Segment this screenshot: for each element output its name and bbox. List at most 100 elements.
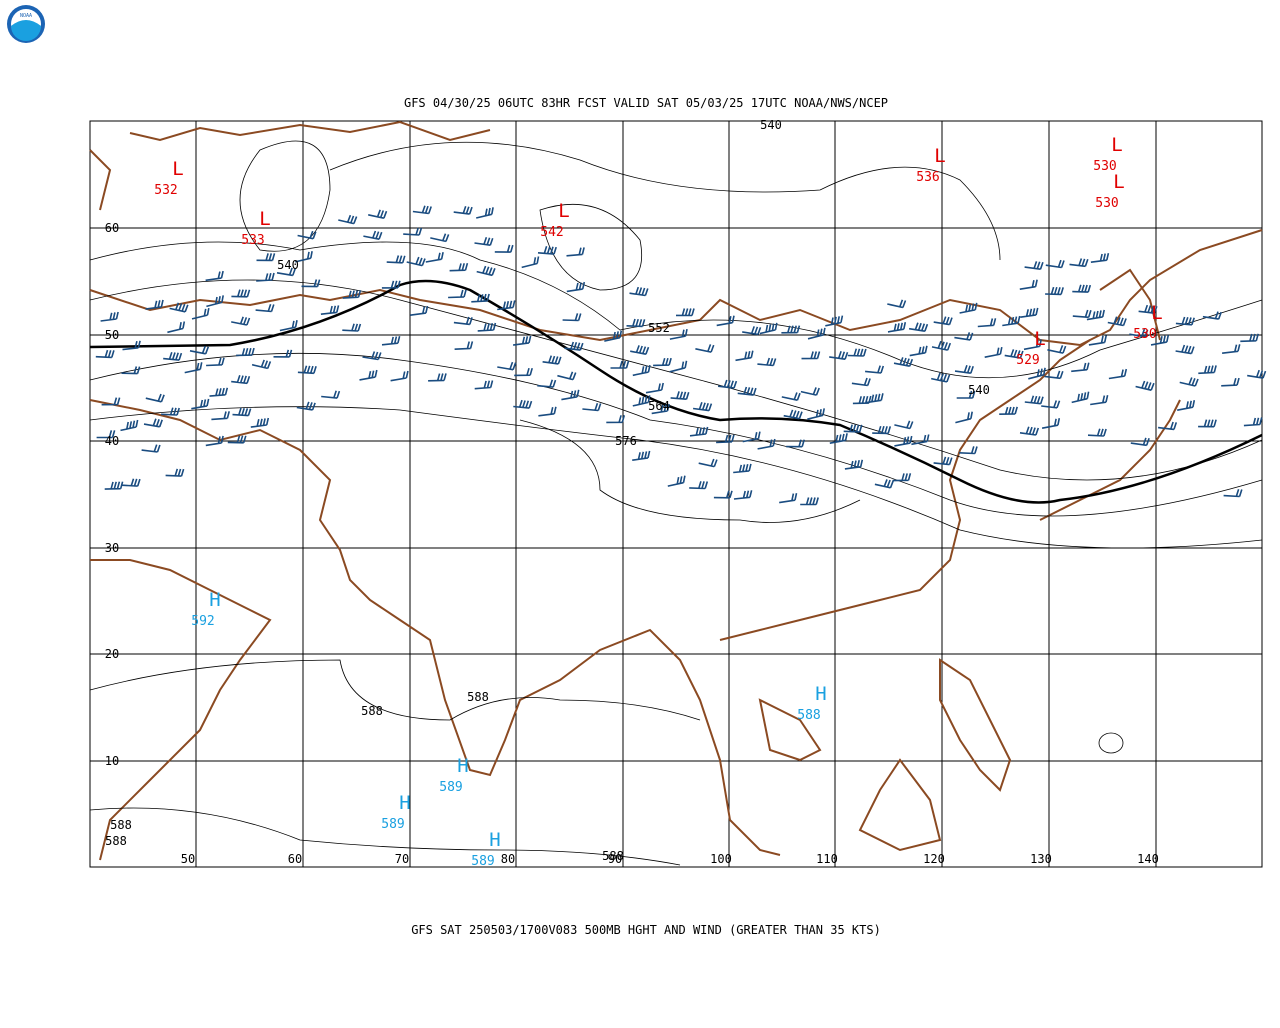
wind-barb bbox=[667, 475, 686, 487]
wind-barb bbox=[742, 326, 762, 336]
coastlines bbox=[89, 120, 1263, 861]
center-value: 536 bbox=[916, 170, 939, 185]
wind-barb bbox=[512, 335, 532, 346]
wind-barb bbox=[1177, 400, 1196, 411]
wind-barb bbox=[1072, 284, 1092, 293]
center-value: 542 bbox=[540, 225, 563, 240]
wind-barb bbox=[514, 367, 533, 377]
wind-barb bbox=[606, 415, 626, 424]
wind-barb bbox=[1071, 362, 1090, 373]
wind-barb bbox=[513, 399, 533, 409]
wind-barb bbox=[716, 434, 735, 444]
wind-barb bbox=[231, 289, 251, 298]
wind-barb bbox=[733, 463, 752, 474]
wind-barb bbox=[145, 393, 165, 403]
wind-barb bbox=[1221, 377, 1240, 387]
wind-barb bbox=[909, 345, 928, 357]
wind-barb bbox=[561, 389, 580, 401]
wind-barb bbox=[538, 406, 557, 417]
wind-barb bbox=[104, 481, 124, 490]
wind-barb bbox=[865, 365, 885, 374]
wind-barb bbox=[101, 397, 121, 406]
wind-barb bbox=[454, 341, 474, 350]
wind-barb bbox=[1023, 339, 1042, 351]
wind-barb bbox=[1202, 311, 1222, 320]
wind-barb bbox=[604, 330, 623, 342]
wind-barb bbox=[675, 308, 695, 317]
center-value: 530 bbox=[1133, 327, 1156, 342]
wind-barb bbox=[954, 365, 974, 374]
wind-barb bbox=[692, 402, 713, 412]
center-symbol: L bbox=[172, 158, 183, 180]
wind-barb bbox=[474, 380, 494, 390]
wind-barb bbox=[1044, 370, 1064, 380]
wind-barb bbox=[453, 316, 473, 326]
wind-barb bbox=[670, 391, 690, 400]
wind-barb bbox=[1129, 328, 1149, 338]
wind-barb bbox=[582, 402, 602, 412]
wind-barb bbox=[713, 490, 733, 499]
wind-barb bbox=[632, 395, 651, 407]
wind-barb bbox=[689, 481, 709, 490]
wind-barb bbox=[843, 424, 863, 433]
wind-barb bbox=[610, 360, 630, 369]
wind-barb bbox=[191, 398, 210, 410]
center-value: 530 bbox=[1093, 159, 1116, 174]
center-value: 529 bbox=[1016, 353, 1039, 368]
wind-barb bbox=[781, 325, 801, 334]
height-contour-5640 bbox=[89, 279, 1263, 504]
wind-barb bbox=[338, 214, 358, 225]
wind-barb bbox=[279, 320, 298, 332]
center-symbol: L bbox=[1111, 134, 1122, 156]
grid bbox=[89, 120, 1263, 868]
wind-barb bbox=[801, 351, 821, 360]
wind-barb bbox=[800, 497, 819, 506]
longitude-label: 110 bbox=[816, 852, 838, 866]
wind-barb bbox=[363, 230, 383, 240]
wind-barb bbox=[1087, 428, 1107, 437]
wind-barb bbox=[629, 286, 649, 297]
wind-barb bbox=[96, 430, 116, 439]
longitude-label: 50 bbox=[181, 852, 195, 866]
wind-barb bbox=[1041, 400, 1061, 409]
contour-label: 588 bbox=[105, 834, 127, 848]
center-symbol: H bbox=[489, 829, 500, 851]
wind-barb bbox=[757, 438, 776, 450]
logo-text: NOAA bbox=[20, 13, 32, 19]
wind-barb bbox=[169, 302, 189, 313]
wind-barb bbox=[1175, 316, 1195, 326]
wind-barb bbox=[1024, 395, 1044, 405]
labels: 540 540 552 564 576 540 588 588 588 588 … bbox=[105, 118, 1163, 869]
wind-barb bbox=[800, 387, 820, 396]
wind-barbs bbox=[95, 205, 1267, 506]
wind-barb bbox=[1247, 369, 1267, 379]
wind-barb bbox=[1028, 367, 1046, 380]
wind-barb bbox=[95, 349, 115, 359]
noaa-logo: NOAA bbox=[7, 5, 45, 43]
wind-barb bbox=[1024, 261, 1044, 270]
wind-barb bbox=[430, 233, 450, 243]
longitude-label: 70 bbox=[395, 852, 409, 866]
wind-barb bbox=[1069, 258, 1089, 268]
wind-barb bbox=[537, 246, 557, 255]
wind-barb bbox=[1108, 368, 1128, 380]
wind-barb bbox=[381, 280, 401, 289]
wind-barb bbox=[955, 411, 973, 424]
wind-barb bbox=[1019, 279, 1038, 290]
wind-barb bbox=[477, 322, 497, 332]
wind-barb bbox=[449, 262, 469, 272]
wind-barb bbox=[1045, 259, 1065, 269]
wind-barb bbox=[362, 351, 382, 361]
wind-barb bbox=[342, 323, 362, 332]
center-value: 589 bbox=[381, 817, 404, 832]
wind-barb bbox=[669, 328, 688, 340]
wind-barb bbox=[1107, 316, 1127, 327]
wind-barb bbox=[494, 244, 514, 253]
wind-barb bbox=[977, 318, 997, 328]
wind-barb bbox=[368, 209, 388, 219]
contour-label: 552 bbox=[648, 321, 670, 335]
center-value: 589 bbox=[471, 854, 494, 869]
wind-barb bbox=[141, 444, 161, 453]
wind-barb bbox=[933, 456, 953, 466]
